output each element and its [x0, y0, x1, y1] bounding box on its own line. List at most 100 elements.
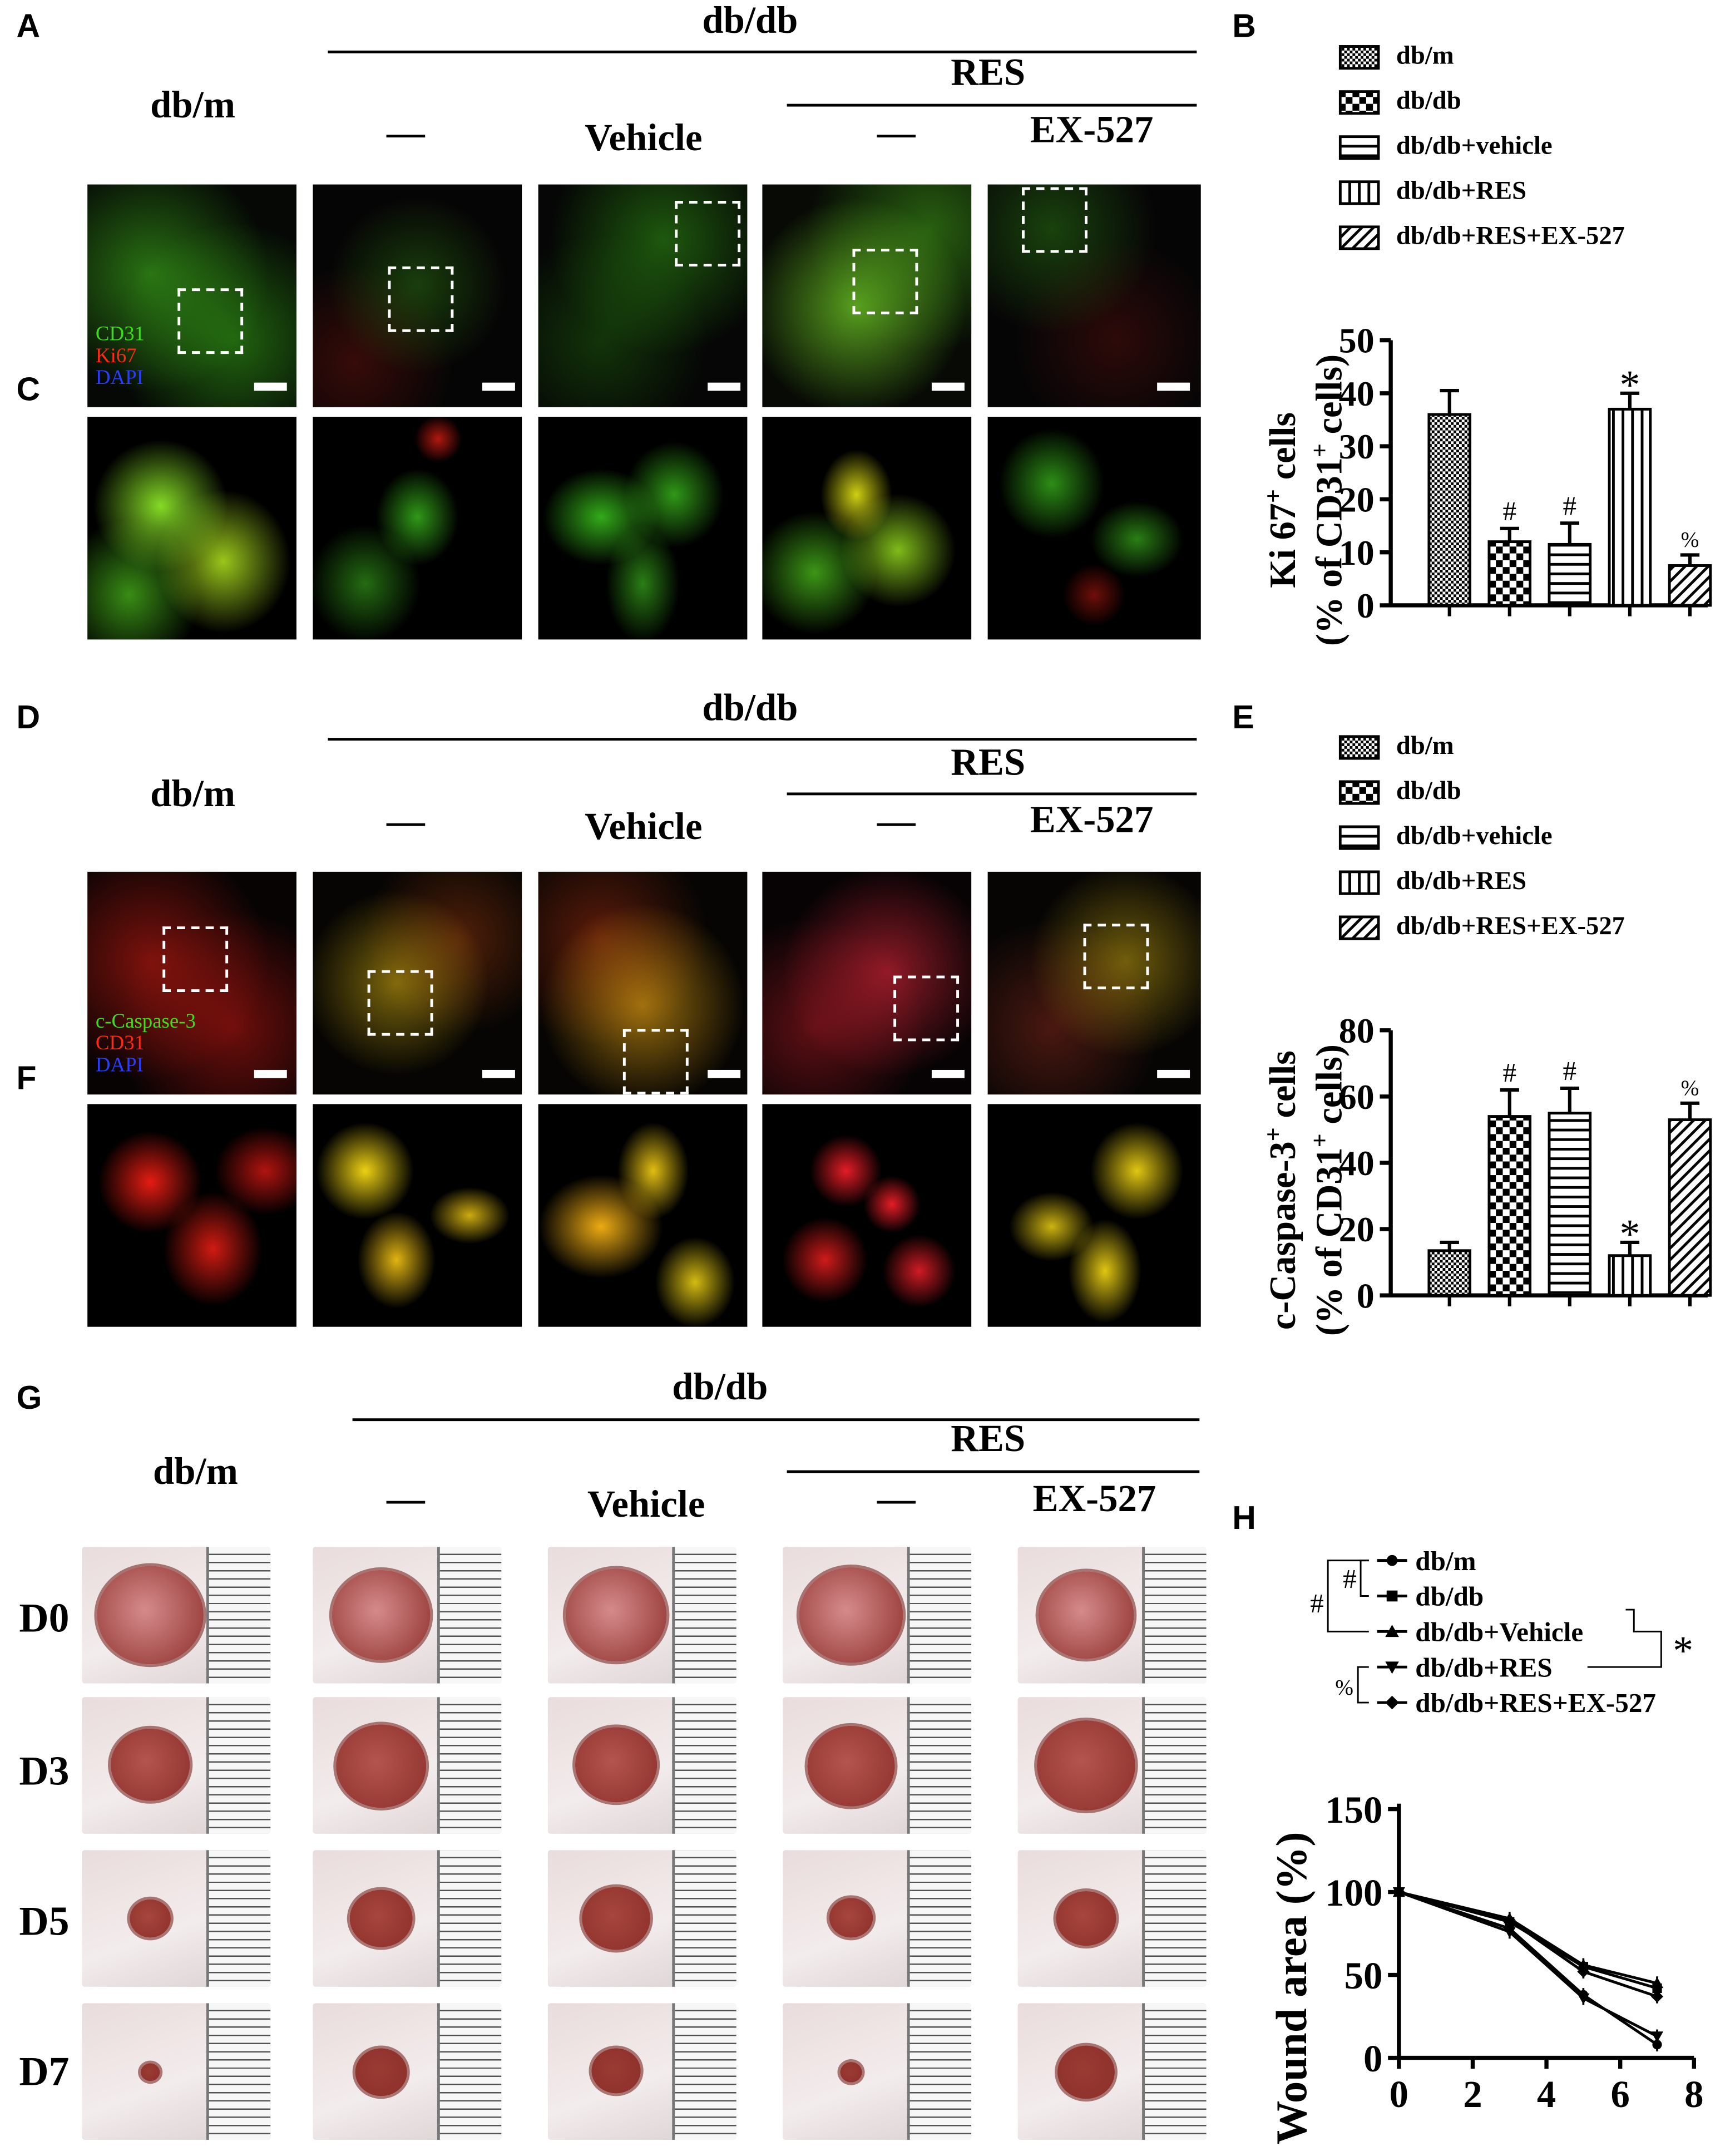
roi-box: [1083, 924, 1149, 990]
day-label-d5: D5: [19, 1899, 70, 1945]
day-label-d7: D7: [19, 2049, 70, 2095]
significance-mark: %: [1681, 1076, 1699, 1100]
data-point-marker: [1386, 1555, 1398, 1566]
panel-label-a: A: [16, 8, 41, 46]
bar: [1608, 407, 1652, 607]
ruler: [907, 1697, 972, 1834]
wound-photo: [783, 1850, 972, 1987]
significance-mark: #: [1563, 491, 1577, 521]
data-point-marker: [1392, 1886, 1405, 1898]
legend-line-h: db/m db/db db/db+Vehicle db/db+RES db/db+RES…: [1284, 1541, 1728, 1719]
bracket-star: [1587, 1609, 1662, 1668]
ruler: [437, 1697, 502, 1834]
bar: [1487, 1115, 1532, 1297]
significance-mark: %: [1681, 528, 1699, 552]
header-dbm: db/m: [150, 85, 236, 127]
ruler: [206, 1850, 271, 1987]
bar: [1427, 1249, 1472, 1297]
roi-box: [675, 201, 741, 267]
y-tick-label: 10: [1339, 533, 1375, 573]
header-ex527: EX-527: [1030, 799, 1154, 842]
panel-label-h: H: [1232, 1500, 1256, 1537]
micrograph-d-res: [762, 871, 972, 1095]
roi-box: [622, 1029, 689, 1095]
legend-label: db/db+RES: [1396, 867, 1527, 896]
significance-mark: #: [1502, 496, 1516, 526]
zoom-f-dbdb: [313, 1104, 522, 1327]
header-line-dbdb: [328, 738, 1197, 741]
stain-legend-d: c-Caspase-3 CD31 DAPI: [96, 1011, 196, 1077]
ruler: [907, 1547, 972, 1684]
header-dash-dbdb: —: [387, 801, 425, 843]
y-axis-label: Ki 67+ cells(% of CD31+ cells): [1260, 354, 1350, 646]
wound-area: [97, 1566, 204, 1665]
micrograph-a-dbdb: [313, 184, 522, 407]
scale-bar: [1157, 1069, 1190, 1078]
legend-swatch: [1338, 90, 1380, 115]
wound-area: [110, 1729, 190, 1802]
significance-hash-inner: #: [1343, 1563, 1357, 1594]
legend-label: db/db+RES: [1415, 1652, 1552, 1683]
legend-label: db/db+RES+EX-527: [1396, 222, 1625, 251]
significance-star: *: [1673, 1627, 1693, 1673]
y-tick-label: 20: [1339, 1210, 1375, 1249]
wound-photo: [783, 2003, 972, 2140]
roi-box: [388, 266, 454, 332]
legend-swatch: [1338, 825, 1380, 850]
legend-entry: db/m: [1338, 41, 1454, 72]
zoom-c-dbm: [87, 417, 296, 640]
header-dbm: db/m: [153, 1451, 238, 1494]
scale-bar: [931, 382, 965, 391]
scale-bar: [254, 1069, 287, 1078]
legend-label: db/m: [1415, 1546, 1476, 1576]
header-dbdb: db/db: [702, 0, 798, 43]
data-point-marker: [1385, 1661, 1399, 1674]
bracket-hash-inner: [1360, 1560, 1369, 1597]
legend-swatch: [1338, 734, 1380, 759]
wound-photo: [82, 1697, 271, 1834]
y-axis-label-line2: (% of CD31+ cells): [1306, 1044, 1350, 1336]
legend-line-h-svg: db/m db/db db/db+Vehicle db/db+RES db/db+RES…: [1310, 1546, 1693, 1718]
ruler: [1142, 2003, 1207, 2140]
legend-entry: db/db+vehicle: [1338, 131, 1553, 162]
legend-label: db/db+Vehicle: [1415, 1617, 1583, 1647]
legend-label: db/db+RES: [1396, 177, 1527, 206]
y-tick-label: 0: [1357, 1276, 1375, 1315]
wound-photo: [783, 1547, 972, 1684]
roi-box: [1022, 187, 1088, 253]
y-tick-label: 0: [1357, 586, 1375, 625]
panel-label-c: C: [16, 372, 41, 409]
wound-area: [591, 2049, 641, 2094]
ruler: [1142, 1850, 1207, 1987]
legend-swatch: [1338, 135, 1380, 160]
ruler: [206, 1547, 271, 1684]
wound-area: [840, 2061, 862, 2082]
wound-area: [1038, 1571, 1134, 1659]
legend-label: db/db: [1415, 1581, 1484, 1612]
header-dbm: db/m: [150, 773, 236, 816]
header-res: RES: [951, 1418, 1026, 1461]
legend-swatch: [1338, 180, 1380, 205]
header-line-res: [787, 103, 1197, 107]
scale-bar: [482, 1069, 515, 1078]
wound-photo: [82, 1547, 271, 1684]
wound-area: [332, 1570, 431, 1660]
line-chart-wound-area: 0 50 100 150 0 2 4 6 8 Wound area (%): [1267, 1789, 1704, 2144]
legend-entry: db/db+RES+EX-527: [1338, 221, 1625, 253]
header-res: RES: [951, 742, 1026, 785]
roi-box: [893, 975, 960, 1042]
header-dash-dbdb: —: [387, 1478, 425, 1521]
wound-photo: [82, 2003, 271, 2140]
y-tick-label: 40: [1339, 374, 1375, 413]
micrograph-a-ex527: [987, 184, 1201, 407]
stain-c-caspase-3: c-Caspase-3: [95, 1011, 196, 1033]
ruler: [437, 1850, 502, 1987]
wound-photo: [1017, 1850, 1207, 1987]
legend-entry: db/db: [1338, 86, 1461, 117]
scale-bar: [1157, 382, 1190, 391]
x-tick-label: 2: [1463, 2073, 1482, 2115]
stain-legend-a: CD31 Ki67 DAPI: [96, 324, 145, 389]
bracket-percent: [1357, 1666, 1369, 1704]
y-axis-label-line2: (% of CD31+ cells): [1306, 354, 1350, 646]
zoom-c-vehicle: [538, 417, 748, 640]
